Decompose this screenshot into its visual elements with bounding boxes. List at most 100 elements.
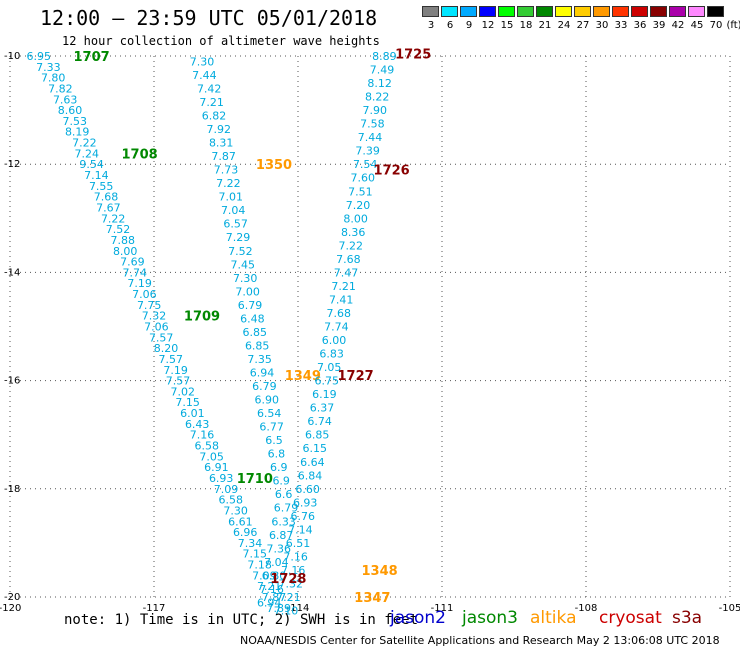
wave-height-value: 7.30 (233, 272, 258, 285)
wave-height-value: 7.88 (111, 234, 136, 247)
wave-height-value: 8.12 (367, 77, 392, 90)
wave-height-value: 7.92 (207, 123, 232, 136)
wave-height-value: 7.30 (190, 55, 215, 68)
wave-height-value: 7.20 (346, 199, 371, 212)
wave-height-value: 6.90 (255, 394, 280, 407)
wave-height-value: 6.93 (209, 472, 234, 485)
wave-height-value: 6.64 (300, 456, 325, 469)
wave-height-value: 7.54 (353, 158, 378, 171)
pass-time-label: 1726 (374, 164, 410, 179)
wave-height-value: 7.22 (339, 239, 364, 252)
wave-height-value: 7.42 (197, 82, 222, 95)
colorbar-label: 39 (652, 20, 666, 31)
legend-altika: altika (530, 608, 577, 628)
wave-height-value: 6.54 (257, 407, 282, 420)
y-tick-label: -10 (4, 51, 20, 62)
colorbar-swatch (650, 6, 667, 17)
wave-height-value: 7.67 (96, 201, 121, 214)
wave-height-value: 7.57 (166, 375, 191, 388)
wave-height-value: 6.58 (195, 440, 220, 453)
wave-height-value: 7.19 (163, 364, 188, 377)
colorbar-label: 42 (671, 20, 685, 31)
wave-height-value: 7.44 (192, 69, 217, 82)
note-text: note: 1) Time is in UTC; 2) SWH is in fe… (64, 612, 419, 628)
wave-height-value: 6.00 (322, 334, 347, 347)
wave-height-value: 7.29 (226, 231, 251, 244)
wave-height-value: 6.57 (223, 218, 248, 231)
wave-height-value: 6.91 (204, 461, 229, 474)
wave-height-value: 6.61 (228, 515, 253, 528)
y-tick-label: -20 (4, 592, 20, 603)
wave-height-value: 6.51 (286, 537, 311, 550)
pass-time-label: 1350 (256, 158, 292, 173)
wave-height-value: 7.15 (243, 548, 268, 561)
y-tick-label: -18 (4, 484, 20, 495)
y-tick-label: -12 (4, 159, 20, 170)
wave-height-value: 6.6 (275, 488, 293, 501)
wave-height-value: 7.19 (127, 277, 152, 290)
wave-height-value: 6.84 (298, 469, 323, 482)
legend-jason3: jason3 (462, 608, 518, 628)
wave-height-value: 6.48 (240, 312, 265, 325)
wave-height-value: 7.82 (48, 82, 73, 95)
colorbar-label: 27 (576, 20, 590, 31)
wave-height-value: 7.16 (281, 564, 306, 577)
x-tick-label: -108 (575, 603, 598, 614)
wave-height-value: 6.9 (272, 475, 290, 488)
wave-height-value: 6.80 (262, 569, 287, 582)
wave-height-value: 6.15 (303, 442, 328, 455)
wave-height-value: 7.24 (75, 147, 100, 160)
wave-height-value: 8.00 (113, 245, 138, 258)
wave-height-value: 7.57 (159, 353, 184, 366)
pass-time-label: 1725 (395, 47, 431, 62)
wave-height-value: 7.16 (190, 429, 215, 442)
colorbar-swatch (574, 6, 591, 17)
colorbar-label: 3 (427, 20, 435, 31)
wave-height-value: 8.19 (65, 126, 90, 139)
wave-height-value: 7.52 (228, 245, 253, 258)
wave-height-value: 7.30 (223, 504, 248, 517)
colorbar-label: 6 (446, 20, 454, 31)
colorbar-swatch (688, 6, 705, 17)
wave-height-value: 7.63 (53, 93, 78, 106)
wave-height-value: 6.85 (305, 429, 330, 442)
wave-height-value: 6.94 (257, 596, 282, 609)
wave-height-value: 7.34 (238, 537, 263, 550)
wave-height-value: 8.22 (365, 91, 390, 104)
wave-height-value: 7.52 (106, 223, 131, 236)
wave-height-value: 7.58 (360, 118, 385, 131)
colorbar-swatch (631, 6, 648, 17)
wave-height-value: 6.5 (265, 434, 283, 447)
wave-height-value: 7.68 (94, 191, 119, 204)
wave-height-value: 7.04 (221, 204, 246, 217)
wave-height-value: 6.79 (238, 299, 263, 312)
wave-height-value: 8.31 (209, 137, 234, 150)
pass-time-label: 1707 (74, 50, 110, 65)
wave-height-value: 7.80 (41, 72, 66, 85)
wave-height-value: 6.82 (202, 110, 227, 123)
y-tick-label: -14 (4, 267, 20, 278)
wave-height-value: 7.55 (89, 180, 114, 193)
wave-height-value: 6.9 (270, 461, 288, 474)
wave-height-value: 7.35 (247, 353, 272, 366)
wave-height-value: 6.76 (291, 510, 316, 523)
wave-height-value: 7.87 (211, 150, 236, 163)
x-tick-label: -111 (431, 603, 454, 614)
wave-height-value: 7.14 (84, 169, 109, 182)
wave-height-value: 7.45 (231, 258, 256, 271)
wave-height-value: 7.14 (288, 523, 313, 536)
wave-height-value: 6.60 (295, 483, 320, 496)
wave-height-value: 6.79 (274, 502, 299, 515)
wave-height-value: 8.89 (372, 50, 397, 63)
pass-time-label: 1348 (362, 564, 398, 579)
wave-height-value: 7.90 (363, 104, 388, 117)
colorbar-swatch (707, 6, 724, 17)
wave-height-value: 7.44 (358, 131, 383, 144)
wave-height-value: 7.22 (101, 212, 126, 225)
wave-height-value: 6.37 (310, 402, 335, 415)
colorbar-label: 15 (500, 20, 514, 31)
wave-height-value: 7.60 (351, 172, 376, 185)
colorbar-swatch (498, 6, 515, 17)
colorbar-swatch (422, 6, 439, 17)
